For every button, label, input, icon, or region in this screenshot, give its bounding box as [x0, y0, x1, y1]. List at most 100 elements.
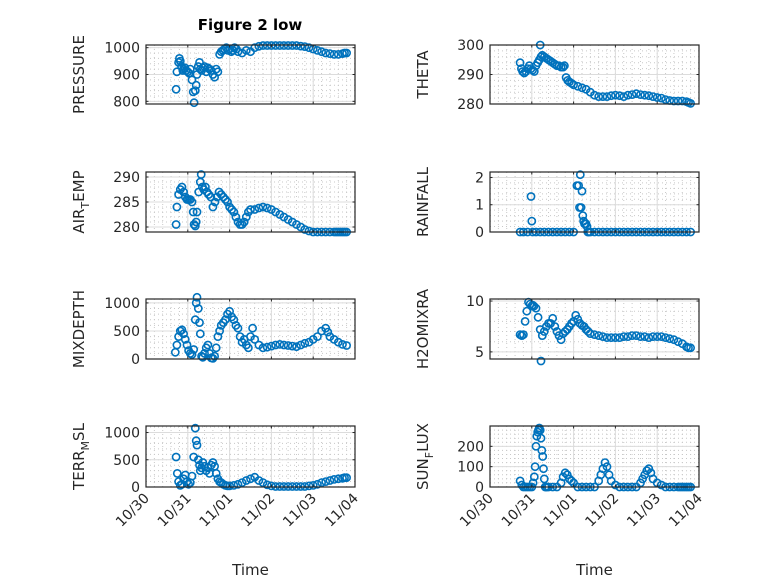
data-point	[211, 343, 221, 353]
data-point	[266, 341, 276, 351]
data-point	[187, 350, 197, 359]
data-point	[190, 221, 200, 231]
y-tick-label: 0	[475, 225, 484, 241]
data-point	[548, 313, 558, 323]
data-point	[250, 334, 260, 344]
data-point	[536, 356, 546, 366]
data-point	[529, 472, 539, 482]
y-tick-label: 285	[113, 195, 140, 211]
data-point	[223, 197, 232, 207]
data-point	[619, 92, 629, 101]
data-point	[611, 90, 620, 100]
data-point	[233, 47, 243, 57]
data-point	[657, 332, 666, 341]
data-point	[533, 312, 543, 322]
data-point	[578, 211, 588, 220]
data-point	[262, 342, 272, 352]
data-point	[262, 480, 272, 490]
data-point	[243, 343, 253, 353]
data-point	[172, 340, 182, 350]
data-point	[304, 481, 314, 491]
y-axis-label: RAINFALL	[414, 166, 432, 237]
data-point	[539, 464, 548, 474]
data-point	[195, 329, 205, 339]
data-series	[515, 297, 695, 366]
data-point	[333, 474, 343, 484]
y-tick-label: 280	[113, 220, 140, 236]
data-point	[333, 337, 343, 347]
data-point	[602, 92, 612, 101]
data-point	[296, 41, 306, 51]
data-point	[329, 474, 339, 484]
data-point	[287, 341, 297, 351]
data-point	[296, 340, 306, 350]
data-point	[225, 306, 234, 316]
data-point	[539, 327, 549, 336]
data-series	[515, 40, 695, 108]
data-point	[213, 332, 223, 341]
data-point	[246, 205, 255, 214]
data-point	[214, 187, 224, 197]
data-point	[636, 90, 645, 99]
data-point	[325, 49, 335, 58]
y-axis-label: THETA	[414, 50, 432, 100]
axes-box	[145, 298, 356, 360]
data-point	[192, 292, 202, 302]
subplot-rainfall: 0 1 2 RAINFALL	[414, 166, 700, 241]
data-point	[576, 203, 586, 212]
data-point	[519, 330, 528, 339]
data-point	[193, 455, 203, 465]
data-point	[515, 58, 525, 68]
y-tick-label: 280	[457, 97, 484, 113]
data-point	[602, 333, 612, 342]
data-point	[179, 329, 188, 339]
data-point	[644, 91, 654, 101]
data-point	[246, 474, 255, 484]
y-tick-label: 500	[113, 324, 140, 340]
data-point	[531, 303, 541, 313]
y-axis-label: TERRMSL	[70, 422, 92, 491]
data-point	[203, 340, 213, 350]
data-point	[195, 318, 204, 327]
data-point	[248, 323, 257, 333]
data-point	[623, 332, 633, 341]
data-point	[177, 325, 187, 335]
data-series	[170, 292, 351, 363]
data-point	[312, 46, 322, 55]
data-point	[538, 452, 548, 461]
data-point	[560, 61, 569, 71]
data-point	[323, 327, 333, 337]
data-point	[189, 98, 199, 108]
data-point	[211, 468, 221, 478]
data-point	[661, 333, 670, 342]
data-point	[652, 93, 662, 102]
data-point	[192, 207, 202, 217]
data-point	[266, 481, 276, 491]
data-point	[536, 52, 546, 62]
y-tick-label: 5	[475, 345, 484, 361]
data-point	[189, 345, 199, 354]
data-point	[237, 220, 247, 229]
data-point	[208, 202, 218, 212]
data-point	[210, 351, 219, 361]
y-tick-label: 1000	[104, 41, 140, 57]
axes-box	[489, 171, 700, 233]
data-point	[300, 42, 310, 51]
data-point	[342, 341, 351, 350]
axes-box	[489, 425, 700, 488]
plot-area	[490, 172, 699, 232]
x-axis-label: Time	[575, 561, 613, 579]
data-point	[220, 195, 230, 204]
data-point	[527, 216, 537, 226]
data-point	[627, 331, 637, 340]
data-point	[300, 225, 310, 234]
data-point	[522, 306, 532, 316]
data-point	[239, 217, 249, 227]
data-point	[191, 80, 201, 90]
data-point	[652, 332, 662, 341]
data-point	[187, 197, 197, 207]
data-point	[171, 220, 181, 229]
data-point	[657, 93, 666, 103]
data-point	[342, 48, 351, 58]
